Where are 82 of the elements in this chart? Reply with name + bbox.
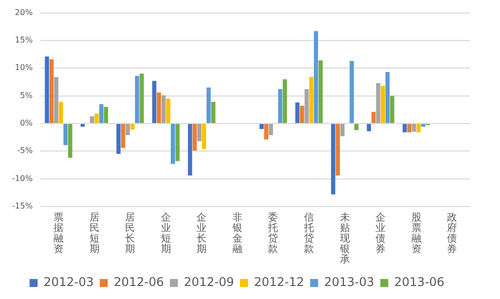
y-tick-label: 15% — [14, 36, 34, 45]
x-tick-label: 信托贷款 — [303, 211, 314, 255]
bar — [90, 116, 94, 123]
x-tick-label: 政府债券 — [447, 212, 458, 255]
legend-label: 2012-09 — [184, 275, 234, 290]
bar — [407, 124, 412, 132]
x-tick-label: 非银金融 — [231, 211, 242, 255]
bar — [264, 124, 268, 140]
bar — [340, 124, 345, 136]
x-tick-label: 企业债券 — [376, 211, 386, 255]
bar — [104, 106, 108, 123]
bar — [211, 102, 216, 123]
bar — [44, 56, 50, 123]
bar — [68, 124, 72, 158]
bar — [161, 95, 166, 123]
y-tick-label: 20% — [14, 8, 34, 17]
bar — [121, 124, 126, 148]
bar — [260, 124, 264, 130]
legend-label: 2012-03 — [44, 275, 94, 290]
bar — [402, 124, 407, 132]
bar — [202, 124, 206, 149]
x-tick-label: 未贴现银承 — [338, 211, 350, 266]
x-tick-label: 委托贷款 — [267, 211, 278, 255]
bar — [116, 124, 121, 154]
bar — [421, 124, 426, 127]
bar — [376, 83, 380, 123]
legend-label: 2012-12 — [254, 275, 304, 290]
bar — [152, 80, 156, 123]
bar — [58, 102, 63, 123]
bar — [166, 98, 170, 123]
bar — [206, 88, 211, 123]
bar — [175, 124, 180, 162]
bar — [336, 124, 340, 176]
bar — [350, 60, 354, 123]
bar — [416, 124, 421, 132]
x-tick-label: 居民长期 — [125, 212, 136, 255]
bar — [331, 124, 336, 194]
bar — [197, 124, 202, 142]
y-tick-label: 5% — [20, 90, 34, 100]
y-tick-label: -15% — [12, 202, 34, 211]
legend-label: 2013-03 — [324, 275, 374, 290]
bar — [278, 89, 282, 123]
bar — [385, 72, 390, 123]
legend-label: 2013-06 — [394, 275, 444, 290]
y-tick-label: 10% — [14, 63, 34, 72]
bar — [130, 124, 135, 130]
bar — [390, 96, 394, 123]
bar — [304, 89, 309, 123]
bar — [126, 124, 130, 136]
bar — [170, 124, 175, 164]
bar — [268, 124, 273, 136]
bar — [99, 104, 104, 123]
bar — [354, 124, 358, 130]
x-tick-label: 企业长期 — [196, 211, 207, 255]
bar — [140, 74, 144, 123]
bar — [412, 124, 416, 132]
bar — [188, 124, 192, 176]
bar — [80, 124, 85, 127]
bar — [192, 124, 197, 151]
x-tick-label: 居民短期 — [89, 212, 100, 255]
x-tick-label: 票据融资 — [54, 212, 64, 255]
bar — [94, 114, 99, 123]
bar — [309, 77, 314, 123]
bar — [380, 86, 385, 123]
y-tick-label: -5% — [17, 146, 34, 156]
bar — [156, 92, 162, 123]
y-tick-label: 0% — [20, 118, 34, 128]
bar — [282, 79, 287, 123]
x-tick-label: 股票融资 — [411, 212, 422, 255]
bar — [318, 60, 323, 123]
bar — [49, 59, 54, 123]
bar — [366, 124, 372, 132]
legend-label: 2012-06 — [114, 275, 164, 290]
x-tick-label: 企业短期 — [160, 211, 171, 255]
bar — [63, 124, 68, 146]
bar — [295, 102, 300, 123]
y-tick-label: -10% — [12, 174, 34, 183]
bar — [314, 31, 318, 123]
bar — [134, 76, 140, 123]
bar — [371, 112, 376, 123]
bar — [300, 106, 304, 123]
bar — [54, 77, 58, 123]
